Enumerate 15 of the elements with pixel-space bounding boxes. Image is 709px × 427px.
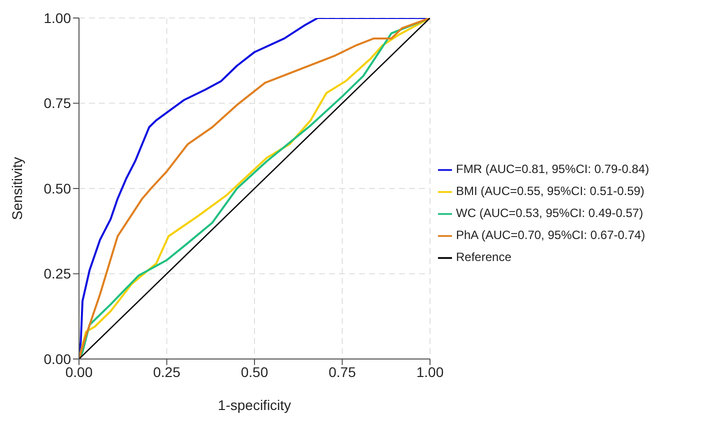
x-axis-title: 1-specificity bbox=[218, 397, 292, 413]
x-tick-label: 0.50 bbox=[240, 364, 268, 380]
x-tick-label: 1.00 bbox=[416, 364, 444, 380]
y-tick-label: 0.25 bbox=[44, 266, 72, 282]
legend-label: BMI (AUC=0.55, 95%CI: 0.51-0.59) bbox=[456, 184, 644, 198]
y-tick-label: 0.50 bbox=[44, 180, 72, 196]
legend-label: FMR (AUC=0.81, 95%CI: 0.79-0.84) bbox=[456, 162, 650, 176]
y-tick-label: 0.75 bbox=[44, 95, 72, 112]
legend-label: Reference bbox=[456, 250, 512, 264]
x-tick-label: 0.25 bbox=[153, 364, 181, 380]
legend-label: WC (AUC=0.53, 95%CI: 0.49-0.57) bbox=[456, 206, 644, 220]
x-tick-label: 0.75 bbox=[328, 364, 356, 380]
y-axis-title: Sensitivity bbox=[8, 156, 25, 220]
y-tick-label: 1.00 bbox=[44, 10, 72, 26]
legend-label: PhA (AUC=0.70, 95%CI: 0.67-0.74) bbox=[456, 228, 646, 242]
